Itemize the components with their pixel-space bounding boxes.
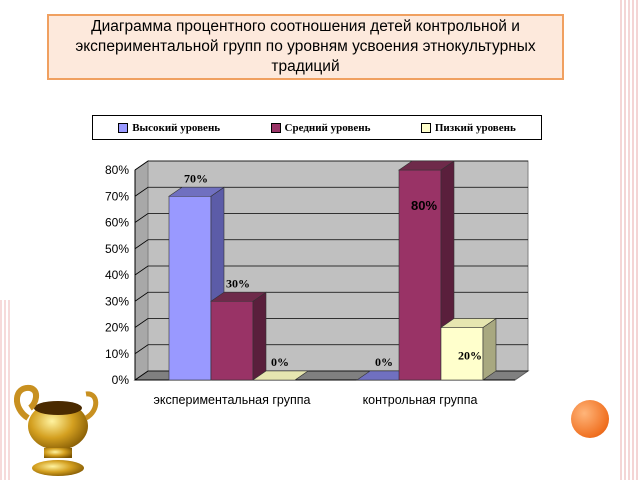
- y-tick-label: 0%: [112, 373, 130, 387]
- gridline: [134, 160, 528, 171]
- y-tick-label: 80%: [105, 163, 129, 177]
- bar-front: [210, 300, 254, 381]
- y-tick-label: 40%: [105, 268, 129, 282]
- y-tick-label: 20%: [105, 321, 129, 335]
- legend-item-high: Высокий уровень: [118, 122, 220, 134]
- golden-vase-icon: [14, 384, 99, 476]
- bar-top: [398, 160, 455, 171]
- data-label: 70%: [184, 171, 208, 185]
- legend-label-high: Высокий уровень: [132, 121, 221, 134]
- legend-swatch-medium: [270, 122, 281, 133]
- decorative-stripe-left: [0, 300, 10, 480]
- bar-front: [168, 195, 212, 381]
- bar-top: [168, 186, 225, 197]
- legend-swatch-high: [118, 122, 129, 133]
- orange-orb-icon: [571, 400, 609, 438]
- data-label: 80%: [411, 198, 437, 213]
- legend-item-medium: Средний уровень: [270, 121, 371, 134]
- x-category-label: экспериментальная группа: [154, 393, 311, 407]
- legend-item-low: Пизкий уровень: [420, 121, 516, 134]
- y-tick-label: 30%: [105, 294, 129, 308]
- data-label: 0%: [375, 355, 393, 369]
- bar-top: [210, 291, 267, 302]
- bar-side: [482, 317, 497, 381]
- data-label: 20%: [458, 349, 482, 363]
- y-tick-label: 50%: [105, 242, 129, 256]
- chart-title-box: Диаграмма процентного соотношения детей …: [47, 14, 564, 80]
- legend: Высокий уровень Средний уровень Пизкий у…: [92, 115, 542, 140]
- x-category-label: контрольная группа: [363, 393, 478, 407]
- legend-label-medium: Средний уровень: [284, 121, 371, 134]
- chart-title: Диаграмма процентного соотношения детей …: [75, 18, 536, 75]
- bar-top: [252, 370, 309, 381]
- y-tick-label: 70%: [105, 189, 129, 203]
- bar-top: [440, 318, 497, 328]
- bar-side: [252, 291, 267, 381]
- data-label: 0%: [271, 355, 289, 369]
- legend-swatch-low: [420, 122, 431, 133]
- y-tick-label: 10%: [105, 347, 129, 361]
- legend-label-low: Пизкий уровень: [434, 121, 516, 134]
- data-label: 30%: [226, 276, 250, 290]
- bar-front: [398, 169, 442, 381]
- decorative-stripe-right: [620, 0, 640, 480]
- y-tick-label: 60%: [105, 216, 129, 230]
